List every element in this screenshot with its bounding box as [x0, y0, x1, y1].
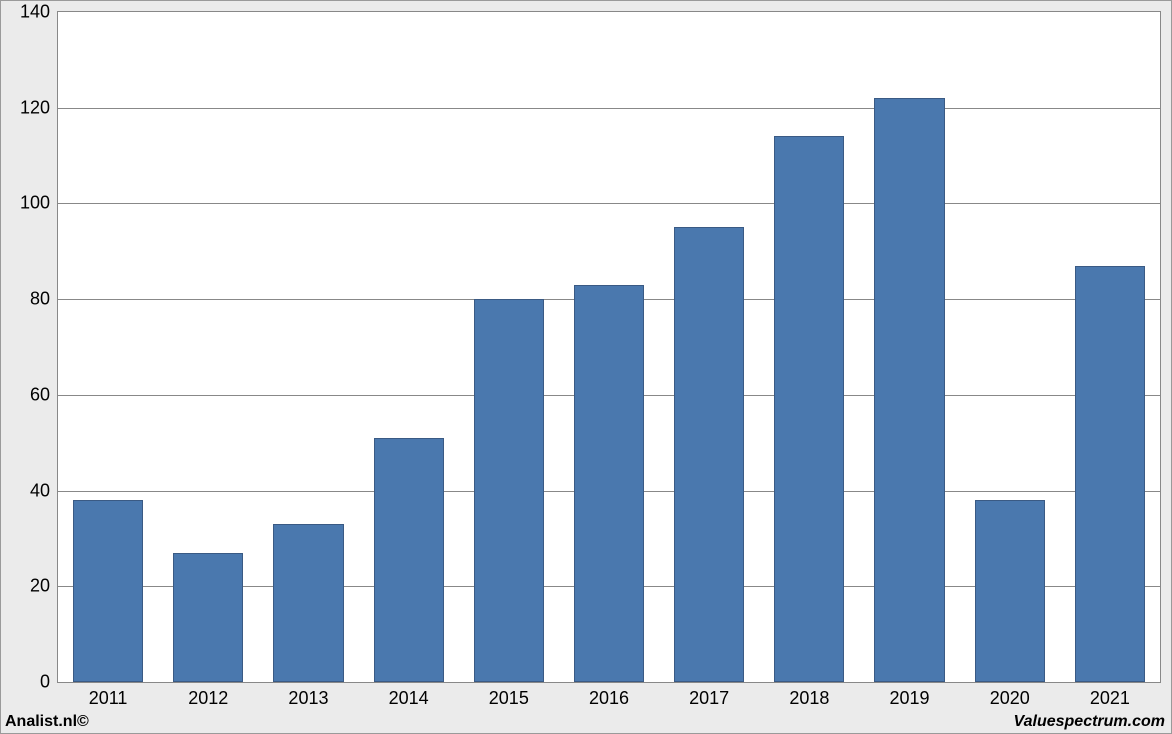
gridline	[58, 203, 1160, 204]
bar	[374, 438, 444, 682]
bar	[173, 553, 243, 682]
y-tick-label: 60	[30, 384, 58, 405]
x-tick-label: 2021	[1090, 682, 1130, 709]
bar	[674, 227, 744, 682]
x-tick-label: 2018	[789, 682, 829, 709]
x-tick-label: 2015	[489, 682, 529, 709]
x-tick-label: 2011	[89, 682, 128, 709]
bar	[1075, 266, 1145, 682]
plot-inner: 0204060801001201402011201220132014201520…	[58, 12, 1160, 682]
bar	[574, 285, 644, 682]
y-tick-label: 20	[30, 576, 58, 597]
x-tick-label: 2019	[890, 682, 930, 709]
y-tick-label: 80	[30, 289, 58, 310]
y-tick-label: 40	[30, 480, 58, 501]
x-tick-label: 2012	[188, 682, 228, 709]
plot-area: 0204060801001201402011201220132014201520…	[57, 11, 1161, 683]
bar	[273, 524, 343, 682]
x-tick-label: 2013	[288, 682, 328, 709]
bar	[474, 299, 544, 682]
x-tick-label: 2020	[990, 682, 1030, 709]
bar	[874, 98, 944, 682]
y-tick-label: 120	[20, 97, 58, 118]
gridline	[58, 108, 1160, 109]
y-tick-label: 0	[40, 672, 58, 693]
x-tick-label: 2016	[589, 682, 629, 709]
footer-left-credit: Analist.nl©	[5, 713, 89, 731]
y-tick-label: 100	[20, 193, 58, 214]
y-tick-label: 140	[20, 2, 58, 23]
footer-right-credit: Valuespectrum.com	[1014, 713, 1165, 731]
x-tick-label: 2014	[389, 682, 429, 709]
x-tick-label: 2017	[689, 682, 729, 709]
chart-frame: 0 20 40 60 80 100 120 140 2011 2012 2013 2014 2015 20…	[0, 0, 1172, 734]
bar	[73, 500, 143, 682]
bar	[774, 136, 844, 682]
bar	[975, 500, 1045, 682]
